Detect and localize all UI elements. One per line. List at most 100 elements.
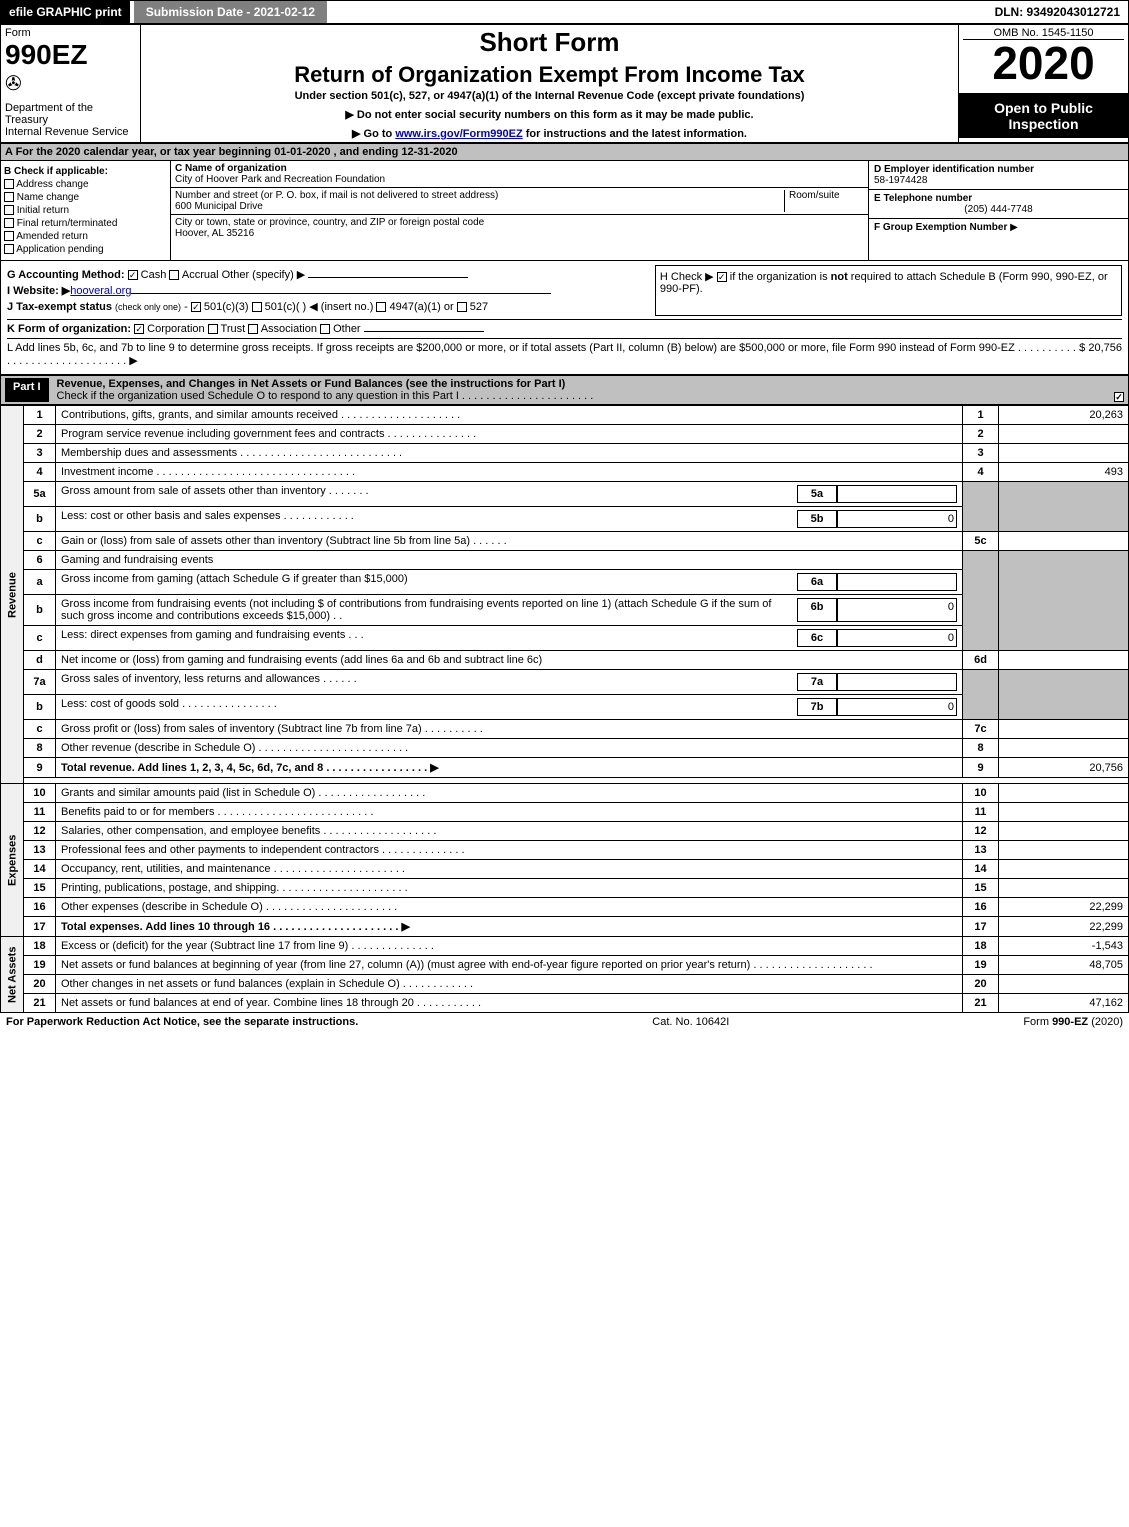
chk-527[interactable]: [457, 302, 467, 312]
line-1-rnum: 1: [963, 406, 999, 425]
chk-501c3[interactable]: ✓: [191, 302, 201, 312]
box-d-label: D Employer identification number: [874, 164, 1034, 175]
line-10-text: Grants and similar amounts paid (list in…: [56, 784, 963, 803]
line-7c-text: Gross profit or (loss) from sales of inv…: [56, 720, 963, 739]
chk-amended-return[interactable]: Amended return: [4, 231, 167, 242]
chk-501c[interactable]: [252, 302, 262, 312]
irs-link[interactable]: www.irs.gov/Form990EZ: [395, 128, 522, 140]
line-18-rnum: 18: [963, 937, 999, 956]
tax-year: 2020: [963, 40, 1124, 86]
chk-schedule-b[interactable]: ✓: [717, 272, 727, 282]
ein-value: 58-1974428: [874, 175, 927, 186]
line-6a-text: Gross income from gaming (attach Schedul…: [56, 570, 963, 595]
line-11-val: [999, 803, 1129, 822]
box-b-label: B Check if applicable:: [4, 166, 167, 177]
line-11-num: 11: [24, 803, 56, 822]
line-21-val: 47,162: [999, 994, 1129, 1013]
form-word: Form: [5, 27, 136, 39]
info-grid: B Check if applicable: Address change Na…: [0, 161, 1129, 261]
row-a-tax-year: A For the 2020 calendar year, or tax yea…: [0, 143, 1129, 161]
line-14-val: [999, 860, 1129, 879]
chk-4947[interactable]: [376, 302, 386, 312]
line-14-rnum: 14: [963, 860, 999, 879]
line-15-val: [999, 879, 1129, 898]
chk-address-change[interactable]: Address change: [4, 179, 167, 190]
line-1-num: 1: [24, 406, 56, 425]
line-15-text: Printing, publications, postage, and shi…: [56, 879, 963, 898]
efile-print-button[interactable]: efile GRAPHIC print: [1, 1, 130, 23]
line-6c-text: Less: direct expenses from gaming and fu…: [56, 626, 963, 651]
line-3-num: 3: [24, 444, 56, 463]
line-12-text: Salaries, other compensation, and employ…: [56, 822, 963, 841]
line-7b-text: Less: cost of goods sold . . . . . . . .…: [56, 695, 963, 720]
box-c: C Name of organization City of Hoover Pa…: [171, 161, 868, 260]
line-21-rnum: 21: [963, 994, 999, 1013]
footer-catno: Cat. No. 10642I: [652, 1016, 729, 1028]
box-h: H Check ▶ ✓ if the organization is not r…: [655, 265, 1122, 316]
box-c-street-label: Number and street (or P. O. box, if mail…: [175, 190, 498, 201]
line-2-text: Program service revenue including govern…: [56, 425, 963, 444]
line-21-text: Net assets or fund balances at end of ye…: [56, 994, 963, 1013]
goto-suffix: for instructions and the latest informat…: [523, 128, 747, 140]
chk-trust[interactable]: [208, 324, 218, 334]
line-3-rnum: 3: [963, 444, 999, 463]
line-20-rnum: 20: [963, 975, 999, 994]
line-7c-rnum: 7c: [963, 720, 999, 739]
line-17-num: 17: [24, 917, 56, 937]
line-9-num: 9: [24, 758, 56, 778]
line-3-val: [999, 444, 1129, 463]
chk-schedule-o[interactable]: ✓: [1114, 392, 1124, 402]
chk-accrual[interactable]: [169, 270, 179, 280]
line-2-rnum: 2: [963, 425, 999, 444]
chk-other-org[interactable]: [320, 324, 330, 334]
line-15-num: 15: [24, 879, 56, 898]
line-14-num: 14: [24, 860, 56, 879]
line-16-val: 22,299: [999, 898, 1129, 917]
form-number: 990EZ: [5, 39, 136, 71]
part-i-title: Revenue, Expenses, and Changes in Net As…: [57, 378, 566, 390]
revenue-side-label: Revenue: [1, 406, 24, 784]
chk-association[interactable]: [248, 324, 258, 334]
part-i-check-text: Check if the organization used Schedule …: [57, 390, 594, 402]
line-8-rnum: 8: [963, 739, 999, 758]
line-19-val: 48,705: [999, 956, 1129, 975]
line-13-rnum: 13: [963, 841, 999, 860]
website-link[interactable]: hooveral.org: [70, 285, 131, 297]
line-6-text: Gaming and fundraising events: [56, 551, 963, 570]
line-4-text: Investment income . . . . . . . . . . . …: [56, 463, 963, 482]
org-city: Hoover, AL 35216: [175, 228, 254, 239]
line-1-text: Contributions, gifts, grants, and simila…: [56, 406, 963, 425]
box-l: L Add lines 5b, 6c, and 7b to line 9 to …: [7, 338, 1122, 367]
line-20-num: 20: [24, 975, 56, 994]
chk-initial-return[interactable]: Initial return: [4, 205, 167, 216]
line-13-val: [999, 841, 1129, 860]
box-f-arrow: ▶: [1010, 222, 1018, 233]
line-10-num: 10: [24, 784, 56, 803]
part-i-table: Revenue 1 Contributions, gifts, grants, …: [0, 405, 1129, 1013]
line-7c-val: [999, 720, 1129, 739]
line-4-val: 493: [999, 463, 1129, 482]
chk-cash[interactable]: ✓: [128, 270, 138, 280]
line-6c-num: c: [24, 626, 56, 651]
box-j: J Tax-exempt status (check only one) - ✓…: [7, 300, 647, 313]
line-7a-num: 7a: [24, 670, 56, 695]
line-16-num: 16: [24, 898, 56, 917]
line-5c-num: c: [24, 532, 56, 551]
line-12-val: [999, 822, 1129, 841]
open-to-public-badge: Open to Public Inspection: [959, 94, 1128, 138]
gross-receipts-value: $ 20,756: [1079, 342, 1122, 367]
line-7a-text: Gross sales of inventory, less returns a…: [56, 670, 963, 695]
chk-application-pending[interactable]: Application pending: [4, 244, 167, 255]
line-6d-rnum: 6d: [963, 651, 999, 670]
dln-label: DLN: 93492043012721: [987, 1, 1128, 23]
goto-line: ▶ Go to www.irs.gov/Form990EZ for instru…: [145, 127, 954, 140]
chk-corporation[interactable]: ✓: [134, 324, 144, 334]
line-12-num: 12: [24, 822, 56, 841]
chk-final-return[interactable]: Final return/terminated: [4, 218, 167, 229]
chk-name-change[interactable]: Name change: [4, 192, 167, 203]
line-12-rnum: 12: [963, 822, 999, 841]
footer-left: For Paperwork Reduction Act Notice, see …: [6, 1016, 358, 1028]
line-8-num: 8: [24, 739, 56, 758]
box-def: D Employer identification number58-19744…: [868, 161, 1128, 260]
box-k: K Form of organization: ✓ Corporation Tr…: [7, 319, 1122, 335]
